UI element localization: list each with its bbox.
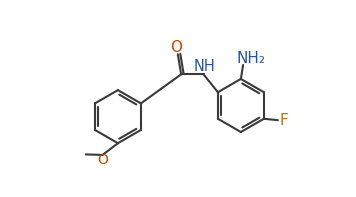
Text: NH: NH xyxy=(194,59,216,74)
Text: F: F xyxy=(279,113,288,128)
Text: NH₂: NH₂ xyxy=(236,51,266,66)
Text: O: O xyxy=(171,40,182,55)
Text: O: O xyxy=(98,153,109,167)
